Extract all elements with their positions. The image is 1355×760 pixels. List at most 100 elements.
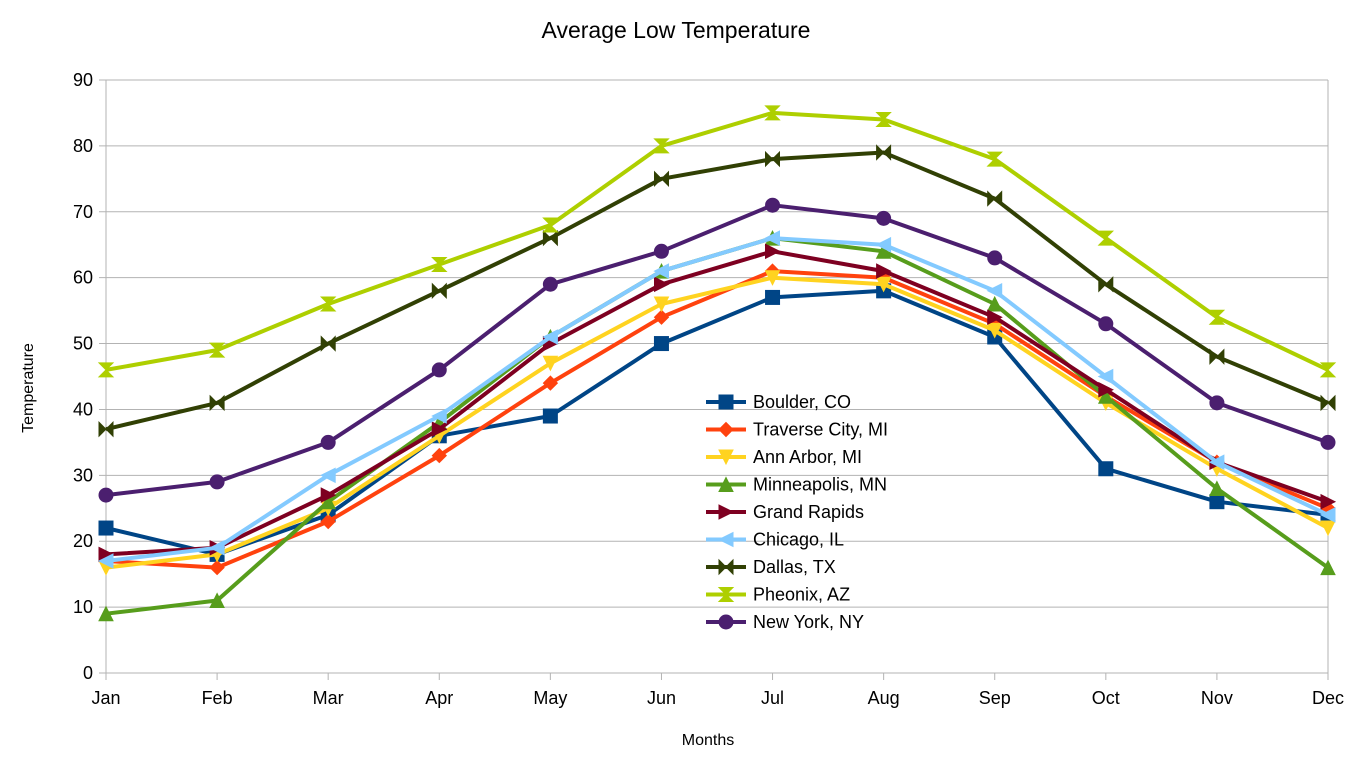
data-point [1208, 309, 1226, 325]
data-point [986, 322, 1003, 339]
data-point [209, 592, 225, 608]
data-point [876, 263, 892, 279]
data-point [209, 474, 225, 490]
data-point [1208, 454, 1225, 471]
data-point [431, 257, 448, 272]
data-point [764, 230, 780, 246]
y-tick-label: 90 [73, 70, 93, 90]
legend-marker [717, 531, 734, 548]
data-point [875, 112, 892, 127]
data-point [1209, 395, 1225, 411]
data-point [431, 447, 448, 464]
data-point [1097, 388, 1114, 404]
data-point [653, 336, 669, 352]
y-tick-label: 40 [73, 399, 93, 419]
legend-label: Grand Rapids [753, 502, 864, 522]
data-point [542, 375, 559, 391]
series-dallas-tx [98, 144, 1336, 438]
data-point [653, 263, 669, 279]
series-pheonix-az [97, 105, 1337, 378]
legend-item: New York, NY [706, 612, 864, 632]
series-line [105, 269, 1329, 570]
x-tick-label: Sep [979, 688, 1011, 708]
legend-marker [718, 421, 734, 438]
data-point [97, 362, 115, 378]
y-tick-label: 70 [73, 202, 93, 222]
data-point [542, 276, 558, 292]
axes: 0 10 20 30 40 50 60 70 80 90 Jan Feb Mar Apr May Jun Jul… [73, 70, 1344, 708]
data-point [876, 210, 892, 226]
series-line [105, 288, 1329, 557]
data-point [542, 408, 558, 424]
data-point [542, 329, 558, 345]
data-point [653, 138, 670, 154]
legend-label: Ann Arbor, MI [753, 447, 862, 467]
data-point [765, 289, 781, 305]
data-point [320, 513, 336, 530]
data-point [654, 170, 669, 188]
data-point [986, 295, 1003, 312]
data-point [653, 296, 670, 313]
data-point [1098, 276, 1114, 293]
data-point [1320, 559, 1336, 576]
legend-marker [718, 476, 734, 492]
data-point [320, 487, 337, 503]
series-chicago-il [97, 230, 1336, 569]
legend-item: Boulder, CO [706, 392, 851, 412]
data-point [208, 342, 226, 358]
data-point [208, 539, 225, 556]
data-point [1320, 434, 1336, 450]
data-point [209, 394, 225, 412]
data-point [320, 467, 336, 484]
data-point [1209, 494, 1225, 510]
legend-marker [718, 558, 734, 576]
series-line [105, 110, 1329, 372]
data-point [1098, 316, 1114, 332]
data-point [987, 250, 1003, 266]
legend-label: Chicago, IL [753, 530, 844, 550]
legend-marker [718, 394, 734, 410]
y-tick-label: 20 [73, 531, 93, 551]
legend-label: New York, NY [753, 612, 864, 632]
y-tick-label: 60 [73, 268, 93, 288]
data-point [1098, 461, 1114, 477]
data-point [1320, 394, 1336, 412]
series-line [105, 236, 1329, 563]
series-layer [97, 105, 1337, 622]
data-point [875, 236, 892, 253]
legend-label: Traverse City, MI [753, 420, 888, 440]
data-point [431, 362, 447, 378]
legend-item: Traverse City, MI [706, 420, 888, 440]
legend-label: Minneapolis, MN [753, 475, 887, 495]
y-tick-label: 30 [73, 465, 93, 485]
y-axis-title: Temperature [20, 343, 37, 433]
chart-title: Average Low Temperature [542, 17, 811, 43]
data-point [1209, 348, 1225, 365]
data-point [653, 243, 669, 259]
data-point [986, 282, 1003, 299]
legend-label: Dallas, TX [753, 557, 836, 577]
data-point [875, 243, 892, 259]
x-tick-label: Oct [1092, 688, 1120, 708]
data-point [765, 150, 780, 168]
data-point [764, 105, 781, 121]
data-point [765, 197, 781, 213]
data-point [1097, 230, 1115, 246]
data-point [98, 520, 114, 536]
gridlines [99, 79, 1329, 680]
data-point [320, 434, 336, 450]
data-point [986, 151, 1003, 167]
data-point [542, 217, 559, 233]
data-point [764, 270, 781, 286]
data-point [431, 421, 448, 438]
legend-marker [718, 504, 735, 520]
legend-item: Pheonix, AZ [706, 585, 850, 605]
x-axis-title: Months [682, 732, 734, 749]
data-point [987, 309, 1003, 326]
y-tick-label: 50 [73, 334, 93, 354]
data-point [875, 276, 892, 293]
x-tick-label: Jul [761, 688, 784, 708]
data-point [97, 553, 114, 569]
